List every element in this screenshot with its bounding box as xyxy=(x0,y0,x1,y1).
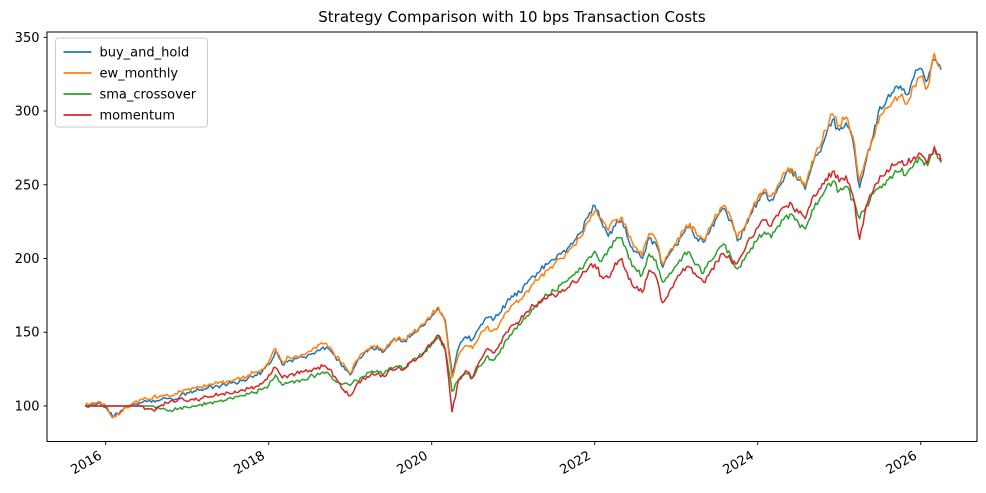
y-axis-tick-label: 100 xyxy=(15,399,40,414)
x-axis-tick-label: 2024 xyxy=(721,448,757,478)
x-axis-tick-label: 2018 xyxy=(232,448,268,478)
legend-label-sma_crossover: sma_crossover xyxy=(100,88,197,103)
x-axis-tick-label: 2016 xyxy=(69,448,105,478)
x-axis-tick-label: 2026 xyxy=(884,448,920,478)
series-line-sma_crossover xyxy=(85,148,942,413)
y-axis-tick-label: 200 xyxy=(15,252,40,267)
y-axis-tick-label: 300 xyxy=(15,105,40,120)
legend-label-ew_monthly: ew_monthly xyxy=(100,67,179,82)
legend-label-buy_and_hold: buy_and_hold xyxy=(100,46,190,61)
series-line-buy_and_hold xyxy=(84,58,942,418)
series-line-momentum xyxy=(85,145,942,413)
y-axis-tick-label: 350 xyxy=(15,31,40,46)
legend-label-momentum: momentum xyxy=(100,109,176,124)
y-axis-tick-label: 250 xyxy=(15,178,40,193)
x-axis-tick-label: 2020 xyxy=(395,448,431,478)
series-line-ew_monthly xyxy=(84,52,942,419)
chart-title: Strategy Comparison with 10 bps Transact… xyxy=(318,8,706,26)
legend-box xyxy=(55,37,208,128)
y-axis-tick-label: 150 xyxy=(15,326,40,341)
plot-area-spines xyxy=(46,31,978,442)
x-axis-tick-label: 2022 xyxy=(558,448,594,478)
